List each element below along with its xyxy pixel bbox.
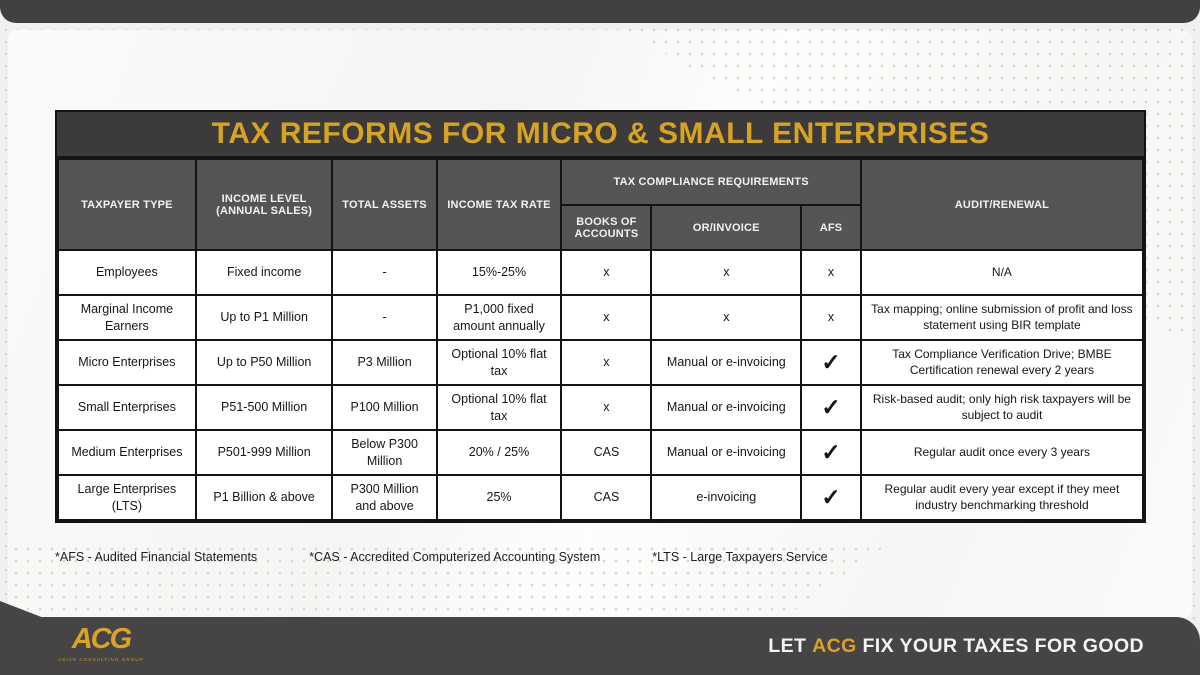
afs-cell: x <box>800 249 862 296</box>
income-tax-rate-cell: Optional 10% flat tax <box>435 339 563 386</box>
header-tax-compliance-group: TAX COMPLIANCE REQUIREMENTS <box>560 158 862 206</box>
taxpayer-type-cell: Employees <box>57 249 197 296</box>
header-books-of-accounts: BOOKS OF ACCOUNTS <box>560 204 653 251</box>
or-invoice-cell: x <box>650 294 803 341</box>
header-or-invoice: OR/INVOICE <box>650 204 803 251</box>
books-of-accounts-cell: CAS <box>560 429 653 476</box>
total-assets-cell: Below P300 Million <box>331 429 438 476</box>
books-of-accounts-cell: x <box>560 339 653 386</box>
income-level-cell: Up to P50 Million <box>194 339 334 386</box>
tagline-post: FIX YOUR TAXES FOR GOOD <box>856 634 1144 657</box>
decor-dots-bottom <box>10 543 890 617</box>
taxpayer-type-cell: Micro Enterprises <box>57 339 197 386</box>
or-invoice-cell: e-invoicing <box>650 474 803 521</box>
header-afs: AFS <box>800 204 862 251</box>
afs-cell: ✓ <box>800 429 862 476</box>
page-title: TAX REFORMS FOR MICRO & SMALL ENTERPRISE… <box>57 112 1144 158</box>
header-income-level: INCOME LEVEL (ANNUAL SALES) <box>194 158 334 251</box>
income-tax-rate-cell: 25% <box>435 474 563 521</box>
afs-cell: ✓ <box>800 474 862 521</box>
income-level-cell: P51-500 Million <box>194 384 334 431</box>
tagline-brand: ACG <box>812 634 857 657</box>
or-invoice-cell: x <box>650 249 803 296</box>
acg-logo-subtext: ASIAN CONSULTING GROUP <box>58 657 144 662</box>
income-level-cell: P1 Billion & above <box>194 474 334 521</box>
income-tax-rate-cell: 15%-25% <box>435 249 563 296</box>
afs-cell: x <box>800 294 862 341</box>
audit-renewal-cell: Risk-based audit; only high risk taxpaye… <box>859 384 1145 431</box>
table-row: Micro Enterprises Up to P50 Million P3 Mil… <box>57 339 1145 386</box>
total-assets-cell: - <box>331 249 438 296</box>
or-invoice-cell: Manual or e-invoicing <box>650 339 803 386</box>
data-table: TAXPAYER TYPE INCOME LEVEL (ANNUAL SALES… <box>57 158 1145 521</box>
books-of-accounts-cell: x <box>560 249 653 296</box>
header-taxpayer-type: TAXPAYER TYPE <box>57 158 197 251</box>
income-tax-rate-cell: P1,000 fixed amount annually <box>435 294 563 341</box>
income-level-cell: Up to P1 Million <box>194 294 334 341</box>
tax-reforms-table: TAX REFORMS FOR MICRO & SMALL ENTERPRISE… <box>55 110 1146 523</box>
or-invoice-cell: Manual or e-invoicing <box>650 429 803 476</box>
afs-cell: ✓ <box>800 384 862 431</box>
footnote-cas: *CAS - Accredited Computerized Accountin… <box>309 550 601 564</box>
total-assets-cell: P3 Million <box>331 339 438 386</box>
taxpayer-type-cell: Marginal Income Earners <box>57 294 197 341</box>
afs-cell: ✓ <box>800 339 862 386</box>
footnote-afs: *AFS - Audited Financial Statements <box>55 550 258 564</box>
income-tax-rate-cell: 20% / 25% <box>435 429 563 476</box>
table-row: Small Enterprises P51-500 Million P100 Mil… <box>57 384 1145 431</box>
books-of-accounts-cell: x <box>560 384 653 431</box>
table-row: Large Enterprises (LTS) P1 Billion & abov… <box>57 474 1145 521</box>
footer-tagline: LET ACG FIX YOUR TAXES FOR GOOD <box>768 617 1144 675</box>
table-row: Marginal Income Earners Up to P1 Million -… <box>57 294 1145 341</box>
table-body: Employees Fixed income -15%-25% x x x N/A Margi… <box>57 249 1145 521</box>
top-ribbon <box>0 0 1200 23</box>
audit-renewal-cell: N/A <box>859 249 1145 296</box>
or-invoice-cell: Manual or e-invoicing <box>650 384 803 431</box>
acg-logo-text: ACG <box>71 623 132 655</box>
total-assets-cell: - <box>331 294 438 341</box>
table-row: Medium Enterprises P501-999 Million Below … <box>57 429 1145 476</box>
books-of-accounts-cell: CAS <box>560 474 653 521</box>
taxpayer-type-cell: Small Enterprises <box>57 384 197 431</box>
acg-logo: ACG ASIAN CONSULTING GROUP <box>58 623 144 663</box>
header-audit-renewal: AUDIT/RENEWAL <box>859 158 1145 251</box>
income-level-cell: P501-999 Million <box>194 429 334 476</box>
bottom-bar: ACG ASIAN CONSULTING GROUP LET ACG FIX Y… <box>0 617 1200 675</box>
audit-renewal-cell: Regular audit once every 3 years <box>859 429 1145 476</box>
taxpayer-type-cell: Large Enterprises (LTS) <box>57 474 197 521</box>
table-header: TAXPAYER TYPE INCOME LEVEL (ANNUAL SALES… <box>57 158 1145 251</box>
footnote-lts: *LTS - Large Taxpayers Service <box>652 550 828 564</box>
total-assets-cell: P100 Million <box>331 384 438 431</box>
books-of-accounts-cell: x <box>560 294 653 341</box>
tagline-pre: LET <box>768 634 813 657</box>
footnotes: *AFS - Audited Financial Statements *CAS… <box>55 550 955 564</box>
header-total-assets: TOTAL ASSETS <box>331 158 438 251</box>
audit-renewal-cell: Tax mapping; online submission of profit… <box>859 294 1145 341</box>
income-tax-rate-cell: Optional 10% flat tax <box>435 384 563 431</box>
table-row: Employees Fixed income -15%-25% x x x N/A <box>57 249 1145 296</box>
audit-renewal-cell: Tax Compliance Verification Drive; BMBE … <box>859 339 1145 386</box>
taxpayer-type-cell: Medium Enterprises <box>57 429 197 476</box>
audit-renewal-cell: Regular audit every year except if they … <box>859 474 1145 521</box>
header-income-tax-rate: INCOME TAX RATE <box>435 158 563 251</box>
total-assets-cell: P300 Million and above <box>331 474 438 521</box>
income-level-cell: Fixed income <box>194 249 334 296</box>
